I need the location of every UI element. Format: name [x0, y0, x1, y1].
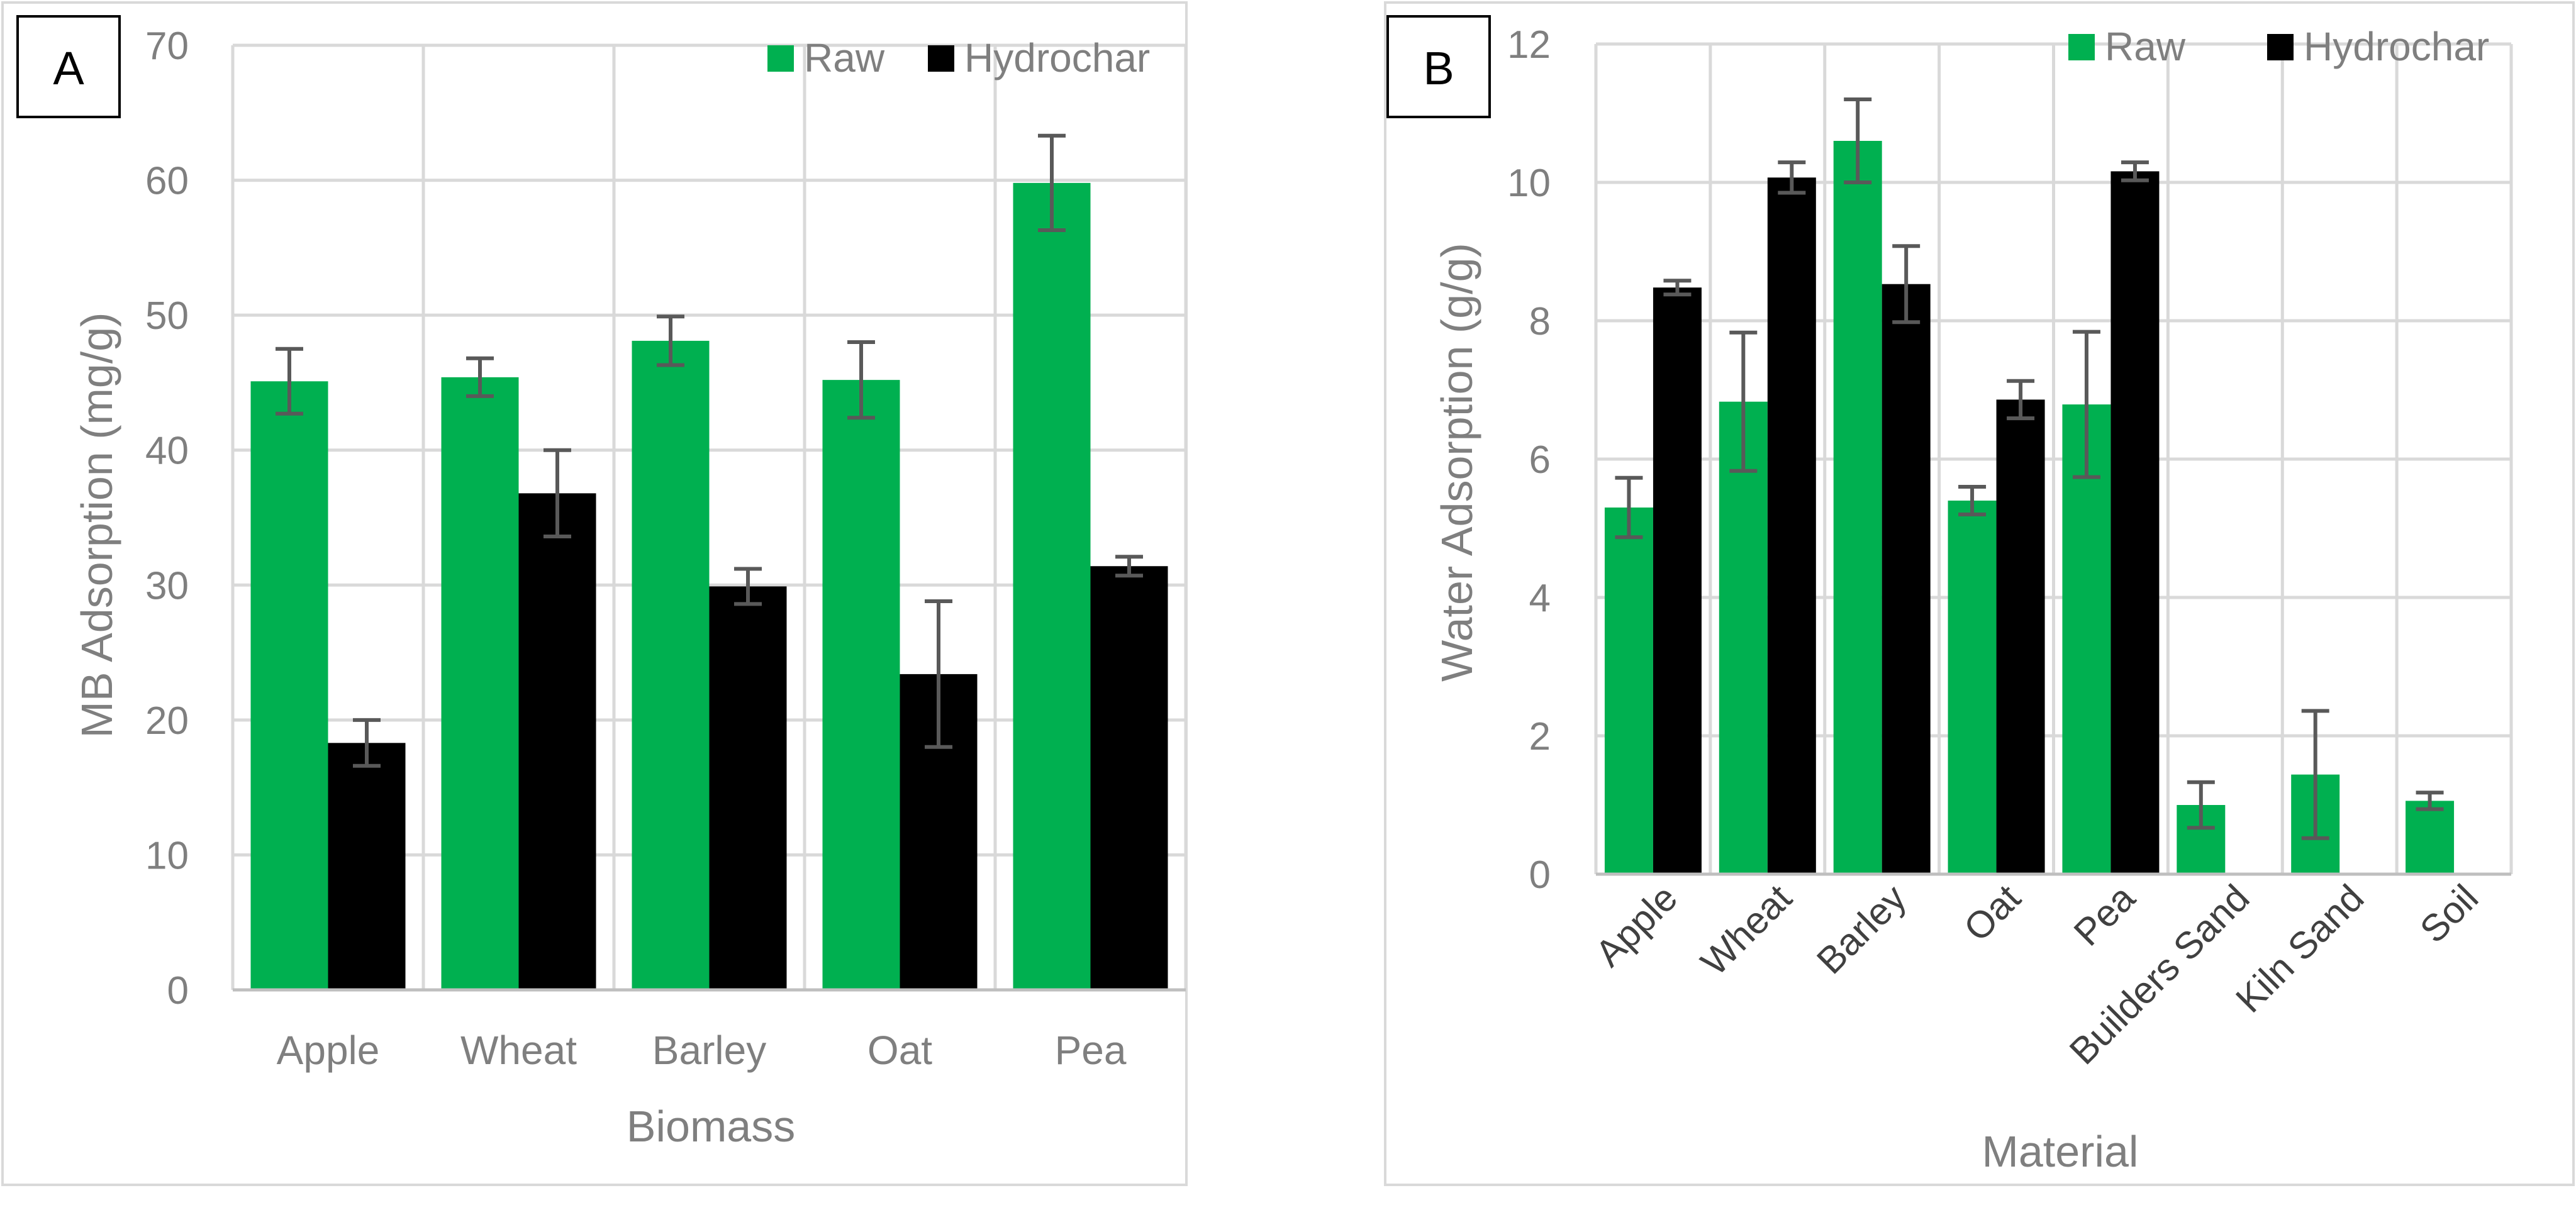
- panel-a-error-bar: [1038, 133, 1066, 232]
- panel-a-bar-raw-wheat: [441, 377, 519, 990]
- panel-b-bar-raw-apple: [1604, 508, 1653, 874]
- panel-a-y-axis-title: MB Adsorption (mg/g): [72, 313, 121, 738]
- panel-a-error-bar: [925, 599, 952, 749]
- panel-b-bar-raw-wheat: [1719, 401, 1768, 874]
- panel-b-y-tick-label: 2: [1529, 715, 1551, 758]
- panel-b-y-tick-label: 10: [1507, 162, 1551, 205]
- panel-a-bar-raw-pea: [1013, 182, 1091, 991]
- panel-b-error-bar: [2121, 160, 2149, 182]
- panel-b-y-tick-label: 0: [1529, 853, 1551, 897]
- panel-a-x-tick-label: Apple: [277, 1028, 380, 1073]
- panel-a-x-tick-label: Barley: [652, 1028, 766, 1073]
- panel-a-bar-raw-oat: [822, 380, 900, 990]
- panel-a-x-tick-label: Wheat: [460, 1028, 577, 1073]
- panel-b-y-axis-title: Water Adsorption (g/g): [1432, 243, 1481, 682]
- panel-a-x-tick-label: Oat: [867, 1028, 932, 1073]
- panel-b-error-bar: [2416, 791, 2444, 811]
- panel-a-y-tick-label: 50: [145, 294, 189, 338]
- panel-b-error-bar: [1663, 279, 1692, 297]
- panel-a-bar-hydrochar-pea: [1090, 566, 1168, 990]
- panel-b-x-axis-title: Material: [1982, 1127, 2139, 1176]
- panel-a-bar-raw-barley: [632, 340, 710, 991]
- panel-b-error-bar: [2007, 379, 2035, 421]
- panel-b-bar-raw-pea: [2062, 404, 2111, 874]
- panel-a-legend-raw-swatch: [767, 45, 794, 72]
- panel-b-y-tick-label: 12: [1507, 23, 1551, 67]
- panel-a-error-bar: [353, 718, 381, 768]
- panel-a-bar-raw-apple: [250, 381, 328, 990]
- panel-b-label-box: [1386, 15, 1491, 118]
- panel-b-y-tick-label: 6: [1529, 438, 1551, 482]
- panel-b-legend-raw-label: Raw: [2105, 24, 2186, 69]
- panel-a: 0 10 20 30 40 50 60 70 Apple Wheat Barley Oat Pea B…: [1, 1, 1188, 1186]
- panel-a-legend-hydrochar-swatch: [928, 45, 954, 72]
- panel-a-bar-hydrochar-wheat: [518, 493, 596, 990]
- panel-a-y-tick-label: 20: [145, 699, 189, 743]
- panel-a-y-tick-label: 0: [167, 969, 189, 1013]
- panel-b-error-bar: [1778, 160, 1806, 195]
- panel-b-frame: [1384, 1, 2575, 1186]
- panel-b-error-bar: [1844, 97, 1872, 184]
- panel-a-error-bar: [1115, 555, 1143, 578]
- panel-a-y-tick-label: 10: [145, 834, 189, 877]
- panel-a-error-bar: [466, 356, 494, 398]
- panel-a-bar-hydrochar-apple: [328, 743, 406, 990]
- panel-b-bar-raw-barley: [1833, 141, 1882, 874]
- panel-a-error-bar: [847, 340, 875, 420]
- panel-b-bars: [1604, 141, 2455, 874]
- panel-b-error-bar: [1729, 330, 1758, 473]
- panel-a-error-bar: [544, 448, 571, 539]
- panel-b-legend-hydrochar-swatch: [2267, 34, 2294, 60]
- panel-a-bar-hydrochar-barley: [709, 586, 787, 990]
- panel-b-error-bar: [2301, 709, 2329, 840]
- panel-a-x-ticks: Apple Wheat Barley Oat Pea: [277, 1028, 1127, 1073]
- panel-b-label: B: [1423, 42, 1454, 94]
- panel-b-bar-hydrochar-pea: [2110, 171, 2160, 874]
- panel-a-legend: Raw Hydrochar: [767, 35, 1150, 80]
- panel-a-y-tick-label: 30: [145, 564, 189, 608]
- panel-a-label-box: [16, 15, 121, 118]
- panel-a-error-bar: [734, 567, 762, 606]
- panel-a-y-tick-label: 40: [145, 430, 189, 473]
- panel-a-legend-raw-label: Raw: [804, 35, 885, 80]
- panel-b-error-bars: [1615, 97, 2444, 840]
- panel-b-error-bar: [1892, 244, 1921, 325]
- panel-a-y-tick-label: 70: [145, 25, 189, 68]
- panel-a-y-ticks: 0 10 20 30 40 50 60 70: [145, 25, 189, 1013]
- panel-b-legend: Raw Hydrochar: [2068, 24, 2489, 69]
- panel-b-bar-hydrochar-barley: [1882, 284, 1931, 874]
- panel-b-legend-hydrochar-label: Hydrochar: [2304, 24, 2489, 69]
- panel-b-y-tick-label: 8: [1529, 300, 1551, 343]
- panel-b-bar-hydrochar-apple: [1653, 287, 1702, 874]
- panel-b-y-tick-label: 4: [1529, 577, 1551, 620]
- panel-a-error-bar: [276, 347, 303, 416]
- panel-a-x-tick-label: Pea: [1055, 1028, 1127, 1073]
- panel-b-legend-raw-swatch: [2068, 34, 2095, 60]
- panel-b-bar-hydrochar-wheat: [1767, 177, 1816, 874]
- panel-b-bar-raw-soil: [2406, 801, 2455, 874]
- panel-b-error-bar: [2187, 780, 2215, 830]
- panel-a-label: A: [53, 42, 84, 94]
- panel-b-gridlines: [1594, 42, 2513, 874]
- panel-b-bar-hydrochar-oat: [1996, 399, 2045, 874]
- panel-a-y-tick-label: 60: [145, 160, 189, 203]
- panel-a-x-axis-title: Biomass: [627, 1102, 795, 1151]
- panel-b-error-bar: [2072, 330, 2100, 479]
- panel-a-error-bars: [276, 133, 1143, 768]
- panel-b-error-bar: [1958, 485, 1987, 516]
- panel-b-error-bar: [1615, 475, 1643, 540]
- panel-b-bar-raw-oat: [1948, 501, 1997, 874]
- panel-b-y-ticks: 0 2 4 6 8 10 12: [1507, 23, 1551, 897]
- panel-a-bars: [250, 182, 1168, 991]
- panel-a-legend-hydrochar-label: Hydrochar: [964, 35, 1150, 80]
- panel-a-error-bar: [657, 314, 684, 367]
